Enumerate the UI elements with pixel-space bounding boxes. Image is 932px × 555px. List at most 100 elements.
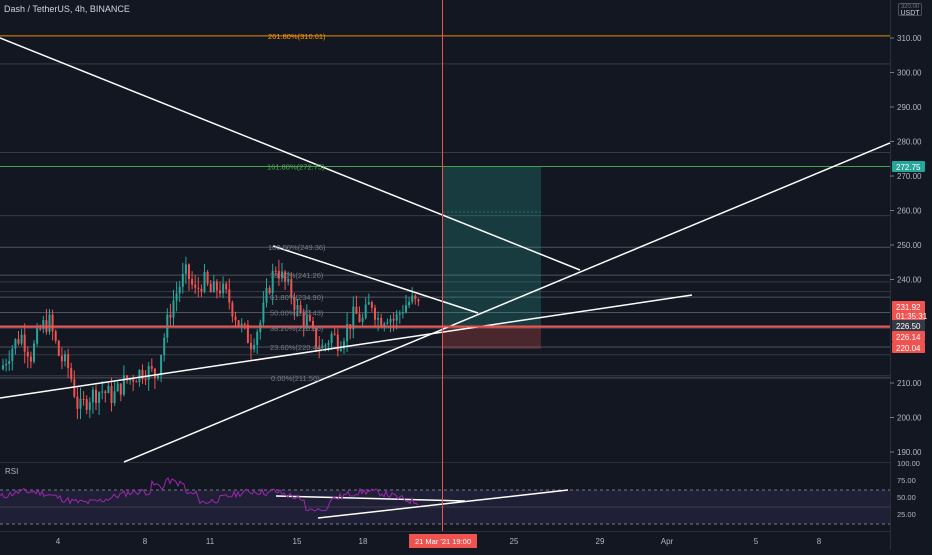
- price-axis[interactable]: 310.00 300.00 290.00 280.00 270.00 260.00 250.…: [890, 34, 922, 457]
- candle-body: [246, 324, 249, 344]
- candle-body: [76, 396, 79, 409]
- candles: [2, 256, 420, 420]
- crosshair-time-badge: [409, 534, 477, 548]
- trend-line-support[interactable]: [0, 294, 693, 399]
- price-badge: [892, 301, 925, 312]
- candle-body: [370, 302, 373, 308]
- price-badge-label: 272.75: [896, 163, 921, 172]
- position-target-zone[interactable]: [443, 167, 541, 326]
- rsi-axis[interactable]: 100.00 75.00 50.00 25.00: [897, 459, 920, 519]
- candle-body: [147, 366, 150, 380]
- currency-badge-price: 320.00: [900, 4, 920, 10]
- candle-body: [253, 344, 256, 350]
- candle-body: [327, 342, 330, 346]
- candle-body: [281, 271, 283, 279]
- rsi-tick-label: 50.00: [897, 493, 916, 502]
- candle-body: [265, 287, 268, 303]
- rsi-trend-line-top[interactable]: [275, 495, 466, 502]
- candle-body: [104, 391, 107, 394]
- candle-body: [101, 391, 104, 393]
- candle-body: [14, 339, 17, 349]
- candle-body: [157, 374, 159, 379]
- candle-body: [191, 279, 194, 285]
- candle-body: [401, 312, 404, 314]
- rsi-indicator-label[interactable]: RSI: [5, 467, 19, 476]
- candle-body: [64, 354, 66, 362]
- candle-body: [324, 345, 327, 347]
- candle-body: [70, 368, 73, 380]
- candle-body: [11, 348, 14, 361]
- candle-body: [73, 379, 76, 397]
- candle-body: [296, 305, 299, 310]
- candle-body: [284, 271, 287, 282]
- candle-body: [308, 315, 311, 321]
- candle-body: [411, 295, 414, 302]
- price-tick-label: 260.00: [897, 207, 922, 216]
- candle-body: [172, 300, 175, 318]
- candle-body: [197, 287, 200, 289]
- trend-line-triangle-top[interactable]: [272, 245, 479, 314]
- candle-body: [57, 340, 60, 356]
- candle-body: [169, 314, 172, 318]
- price-tick-label: 250.00: [897, 241, 922, 250]
- fib-label-top: 261.80%(310.61): [268, 32, 326, 41]
- candle-body: [355, 306, 358, 314]
- fib-level-label: 50.00%(230.43): [270, 309, 324, 318]
- candle-body: [48, 314, 51, 332]
- trend-line-descending[interactable]: [0, 37, 581, 271]
- candle-body: [119, 383, 122, 395]
- rsi-band: [0, 490, 890, 524]
- candle-body: [107, 385, 110, 394]
- fib-level-label: 78.60%(241.26): [270, 271, 324, 280]
- candle-body: [132, 378, 135, 382]
- price-badge-label: 231.92: [896, 303, 921, 312]
- price-tick-label: 290.00: [897, 103, 922, 112]
- candle-body: [135, 381, 138, 383]
- symbol-title[interactable]: Dash / TetherUS, 4h, BINANCE: [4, 4, 130, 14]
- candle-body: [228, 289, 231, 303]
- candle-body: [138, 370, 141, 382]
- rsi-line: [0, 477, 419, 512]
- candle-body: [23, 334, 26, 352]
- time-axis[interactable]: 4 8 11 15 18 25 29 Apr 5 8: [56, 537, 822, 546]
- rsi-tick-label: 75.00: [897, 476, 916, 485]
- price-badge: [892, 161, 925, 172]
- candle-body: [33, 343, 35, 362]
- time-tick-label: 18: [359, 537, 368, 546]
- position-stop-zone[interactable]: [443, 326, 541, 349]
- candle-body: [212, 281, 215, 293]
- candle-body: [178, 286, 181, 294]
- candle-body: [231, 302, 234, 317]
- candle-body: [184, 264, 187, 274]
- candle-body: [79, 398, 82, 409]
- time-tick-label: 4: [56, 537, 61, 546]
- candle-body: [395, 314, 398, 321]
- trend-line-rising-wedge[interactable]: [123, 142, 891, 463]
- candle-body: [364, 304, 367, 318]
- candle-body: [302, 313, 305, 326]
- candle-body: [256, 331, 259, 345]
- candle-body: [405, 305, 407, 313]
- candle-body: [352, 306, 355, 330]
- currency-badge[interactable]: 320.00 USDT: [898, 3, 922, 17]
- candle-body: [60, 355, 63, 362]
- candle-body: [312, 320, 314, 329]
- time-tick-label: 8: [817, 537, 822, 546]
- candle-body: [225, 283, 228, 290]
- candle-body: [110, 385, 113, 404]
- fib-retracement[interactable]: [0, 35, 890, 379]
- candle-body: [150, 366, 153, 369]
- price-tick-label: 270.00: [897, 172, 922, 181]
- price-badge-label: 226.50: [896, 322, 921, 331]
- fib-label-upper: 161.80%(272.75): [267, 163, 325, 172]
- candle-body: [219, 290, 221, 294]
- candle-body: [398, 313, 401, 315]
- candle-body: [91, 389, 94, 403]
- candle-body: [26, 351, 29, 357]
- price-badge: [892, 342, 925, 353]
- candle-body: [290, 278, 293, 298]
- candle-body: [51, 314, 54, 332]
- candle-body: [200, 288, 203, 292]
